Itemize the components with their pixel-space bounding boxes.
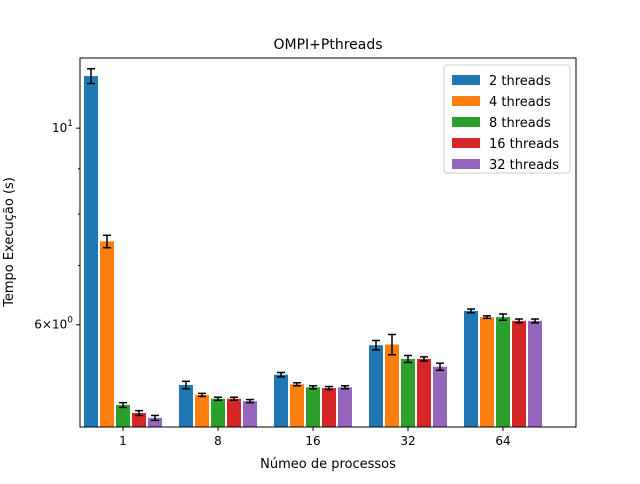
error-bar [119, 401, 127, 409]
bar-16-threads-32 [417, 358, 431, 427]
x-tick-label: 16 [305, 434, 320, 448]
error-bar [246, 398, 254, 404]
error-bar [372, 339, 380, 351]
axes-frame [79, 57, 577, 428]
legend-label: 8 threads [489, 116, 551, 131]
y-axis-label: Tempo Execução (s) [2, 177, 17, 308]
legend-swatch [452, 159, 480, 169]
bar-32-threads-8 [243, 401, 257, 427]
bar-8-threads-64 [496, 317, 510, 427]
error-bar [388, 333, 396, 356]
bar-4-threads-1 [100, 241, 114, 427]
bar-4-threads-16 [290, 384, 304, 427]
bar-8-threads-16 [306, 387, 320, 427]
legend-label: 32 threads [489, 158, 559, 173]
legend-label: 4 threads [489, 95, 551, 110]
error-bar [87, 67, 95, 85]
error-bar [341, 385, 349, 390]
bar-32-threads-64 [528, 320, 542, 427]
bar-8-threads-32 [401, 358, 415, 427]
error-bar [325, 385, 333, 391]
error-bar [103, 234, 111, 249]
bar-16-threads-64 [512, 320, 526, 427]
error-bar [467, 308, 475, 314]
legend-label: 16 threads [489, 137, 559, 152]
x-tick-label: 1 [119, 434, 127, 448]
bar-4-threads-8 [195, 394, 209, 427]
x-tick-label: 64 [495, 434, 510, 448]
x-tick-label: 32 [400, 434, 415, 448]
bar-16-threads-16 [322, 388, 336, 427]
y-tick-label: 101 [52, 119, 73, 135]
bar-32-threads-1 [148, 417, 162, 427]
bar-2-threads-1 [84, 76, 98, 428]
error-bar [483, 315, 491, 320]
error-bar [436, 362, 444, 372]
legend-swatch [452, 117, 480, 127]
bar-4-threads-32 [385, 344, 399, 427]
error-bar [293, 382, 301, 387]
bar-16-threads-8 [227, 398, 241, 427]
bar-8-threads-8 [211, 398, 225, 427]
legend: 2 threads 4 threads 8 threads 16 threads 32 … [443, 64, 571, 174]
bar-2-threads-8 [179, 385, 193, 427]
error-bar [499, 313, 507, 322]
error-bar [420, 356, 428, 362]
bar-8-threads-1 [116, 405, 130, 427]
y-tick-label: 6×100 [34, 316, 73, 332]
error-bar [151, 414, 159, 422]
legend-swatch [452, 138, 480, 148]
error-bar [531, 318, 539, 324]
error-bar [198, 392, 206, 398]
plot-area [84, 67, 542, 428]
bar-32-threads-32 [433, 366, 447, 427]
error-bar [277, 371, 285, 378]
bar-32-threads-16 [338, 387, 352, 427]
error-bar [404, 354, 412, 364]
legend-swatch [452, 96, 480, 106]
axis-ticks: 1 8 16 32 64 101 6×100 [34, 119, 510, 448]
error-bar [214, 396, 222, 402]
bar-4-threads-64 [480, 317, 494, 427]
bar-2-threads-16 [274, 374, 288, 427]
error-bar [309, 385, 317, 390]
legend-swatch [452, 75, 480, 85]
bar-2-threads-32 [369, 345, 383, 427]
error-bar [182, 380, 190, 390]
error-bar [135, 409, 143, 417]
bar-2-threads-64 [464, 310, 478, 427]
chart-title: OMPI+Pthreads [273, 37, 382, 53]
error-bar [515, 318, 523, 324]
x-tick-label: 8 [214, 434, 222, 448]
legend-label: 2 threads [489, 74, 551, 89]
bar-16-threads-1 [132, 413, 146, 427]
error-bar [230, 396, 238, 402]
x-axis-label: Númeo de processos [260, 457, 396, 472]
